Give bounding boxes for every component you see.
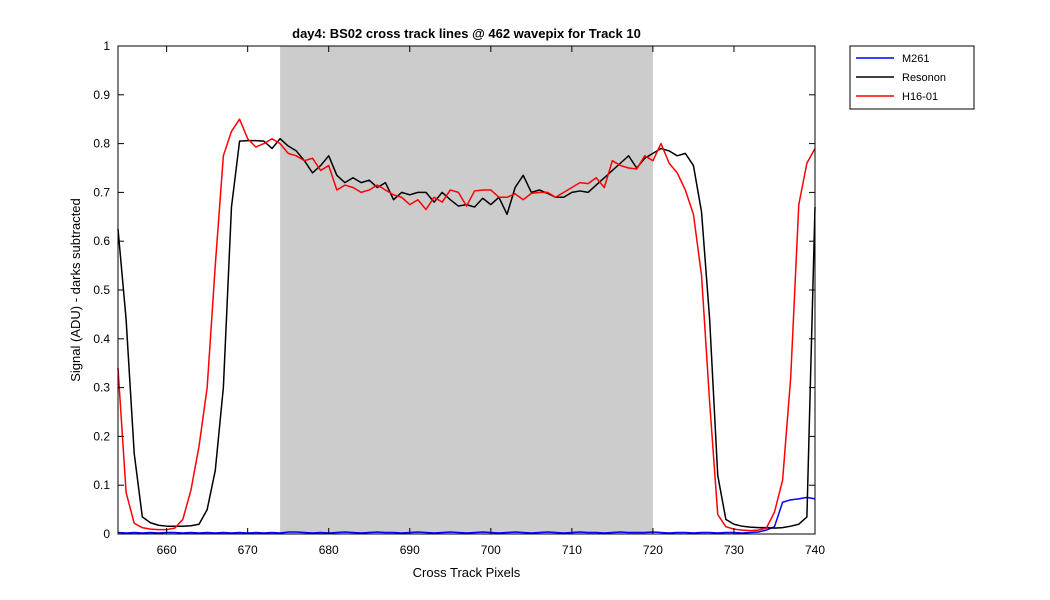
chart-title: day4: BS02 cross track lines @ 462 wavep… xyxy=(292,26,641,41)
y-tick-label: 0.4 xyxy=(93,332,110,346)
x-tick-label: 710 xyxy=(562,543,582,557)
legend-label: Resonon xyxy=(902,72,946,84)
series-layer xyxy=(117,118,816,534)
x-tick-label: 660 xyxy=(157,543,177,557)
series-line-h16-01 xyxy=(117,118,816,532)
x-tick-label: 670 xyxy=(238,543,258,557)
y-tick-label: 0.1 xyxy=(93,478,110,492)
y-tick-label: 0.3 xyxy=(93,381,110,395)
y-tick-label: 0.6 xyxy=(93,234,110,248)
y-tick-label: 0.7 xyxy=(93,185,110,199)
x-tick-label: 730 xyxy=(724,543,744,557)
x-axis: 660 670 680 690 700 710 720 730 740 xyxy=(157,46,825,557)
legend: M261 Resonon H16-01 xyxy=(849,45,975,110)
x-tick-label: 700 xyxy=(481,543,501,557)
y-tick-label: 0.8 xyxy=(93,137,110,151)
x-tick-label: 740 xyxy=(805,543,825,557)
legend-label: M261 xyxy=(902,53,930,65)
y-tick-label: 0.5 xyxy=(93,283,110,297)
x-tick-label: 680 xyxy=(319,543,339,557)
y-tick-label: 0 xyxy=(103,527,110,541)
y-tick-label: 0.9 xyxy=(93,88,110,102)
y-tick-label: 1 xyxy=(103,39,110,53)
x-tick-label: 690 xyxy=(400,543,420,557)
series-line-m261 xyxy=(117,496,816,534)
shaded-region xyxy=(280,46,653,534)
y-tick-label: 0.2 xyxy=(93,429,110,443)
x-axis-label: Cross Track Pixels xyxy=(413,565,521,580)
x-tick-label: 720 xyxy=(643,543,663,557)
y-axis-label: Signal (ADU) - darks subtracted xyxy=(68,198,83,382)
legend-label: H16-01 xyxy=(902,91,938,103)
y-axis: 0 0.1 0.2 0.3 0.4 0.5 0.6 0.7 0.8 0.9 1 xyxy=(93,39,815,541)
